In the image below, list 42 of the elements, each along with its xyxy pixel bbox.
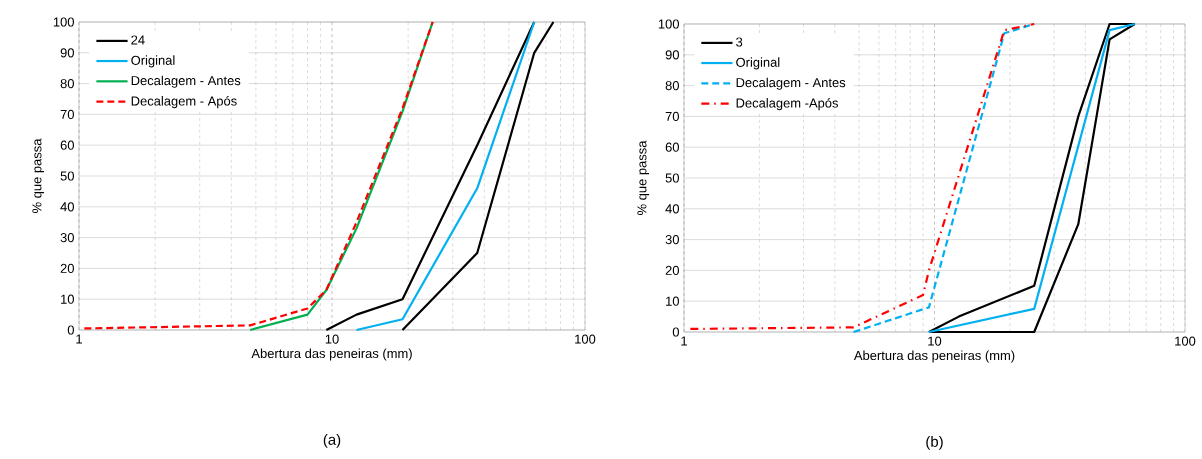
x-tick-label: 1 <box>681 336 687 346</box>
y-tick-label: 60 <box>60 140 74 150</box>
y-tick-label: 90 <box>60 48 74 58</box>
y-tick-label: 40 <box>665 204 679 214</box>
y-tick-label: 30 <box>60 233 74 243</box>
x-tick-label: 10 <box>325 334 339 344</box>
y-tick-label: 80 <box>665 81 679 91</box>
y-tick-label: 80 <box>60 79 74 89</box>
y-tick-label: 100 <box>53 17 74 27</box>
y-tick-label: 50 <box>665 173 679 183</box>
x-tick-label: 1 <box>76 334 82 344</box>
legend-label: 3 <box>736 37 743 47</box>
y-tick-label: 30 <box>665 235 679 245</box>
legend-label: 24 <box>131 35 145 45</box>
x-tick-label: 10 <box>928 336 942 346</box>
y-tick-label: 20 <box>60 263 74 273</box>
y-tick-label: 0 <box>67 325 74 335</box>
legend-label: Decalagem -Após <box>736 97 839 111</box>
legend-label: Decalagem - Antes <box>736 77 846 90</box>
y-tick-label: 70 <box>60 109 74 119</box>
legend-label: Original <box>736 57 780 70</box>
y-tick-label: 90 <box>665 50 679 60</box>
text: (a) <box>323 433 341 448</box>
y-tick-label: 100 <box>658 19 679 29</box>
y-tick-label: 40 <box>60 202 74 212</box>
y-tick-label: 50 <box>60 171 74 181</box>
legend-label: Decalagem - Após <box>131 95 237 109</box>
legend-label: Decalagem - Antes <box>131 75 241 88</box>
x-tick-label: 100 <box>575 334 596 344</box>
y-tick-label: 70 <box>665 111 679 121</box>
y-axis-title: % que passa <box>637 140 650 215</box>
y-tick-label: 0 <box>672 327 679 337</box>
y-tick-label: 10 <box>61 294 74 304</box>
x-axis-title: Abertura das peneiras (mm) <box>251 348 412 361</box>
y-tick-label: 60 <box>665 142 679 152</box>
x-tick-label: 100 <box>1175 336 1196 346</box>
y-axis-title: % que passa <box>32 138 45 213</box>
x-axis-title: Abertura das peneiras (mm) <box>853 350 1015 363</box>
y-tick-label: 10 <box>666 296 679 306</box>
y-tick-label: 20 <box>665 265 679 275</box>
legend-label: Original <box>131 55 175 68</box>
text: (b) <box>926 435 943 450</box>
